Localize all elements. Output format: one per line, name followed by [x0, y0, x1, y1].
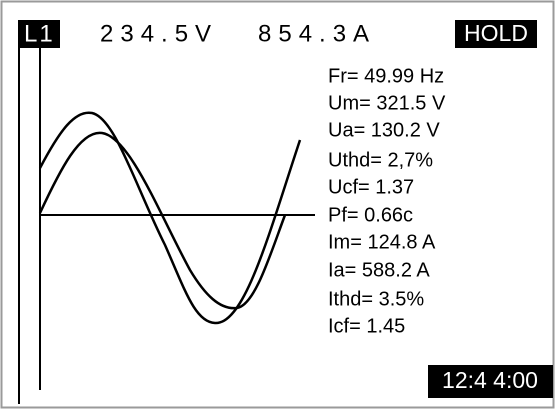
reading: Icf= 1.45 — [328, 315, 405, 337]
reading: Fr= 49.99 Hz — [328, 65, 444, 87]
channel: L1 — [24, 20, 55, 47]
reading: Ua= 130.2 V — [328, 119, 440, 141]
voltage: 234.5V — [100, 20, 218, 47]
screen-frame — [2, 2, 554, 408]
reading: Ucf= 1.37 — [328, 176, 414, 198]
reading: Im= 124.8 A — [328, 231, 436, 253]
reading: Uthd= 2,7% — [328, 149, 433, 171]
meter-screen: L1 234.5V 854.3A HOLD Fr= 49.99 Hz Um= 32… — [0, 0, 556, 411]
mode: HOLD — [464, 20, 528, 46]
clock: 12:4 4:00 — [442, 367, 538, 393]
reading: Pf= 0.66c — [328, 204, 413, 226]
page: L1 234.5V 854.3A HOLD Fr= 49.99 Hz Um= 32… — [0, 0, 556, 411]
reading: Ia= 588.2 A — [328, 259, 430, 281]
reading: Ithd= 3.5% — [328, 288, 424, 310]
current: 854.3A — [258, 20, 376, 47]
reading: Um= 321.5 V — [328, 92, 446, 114]
